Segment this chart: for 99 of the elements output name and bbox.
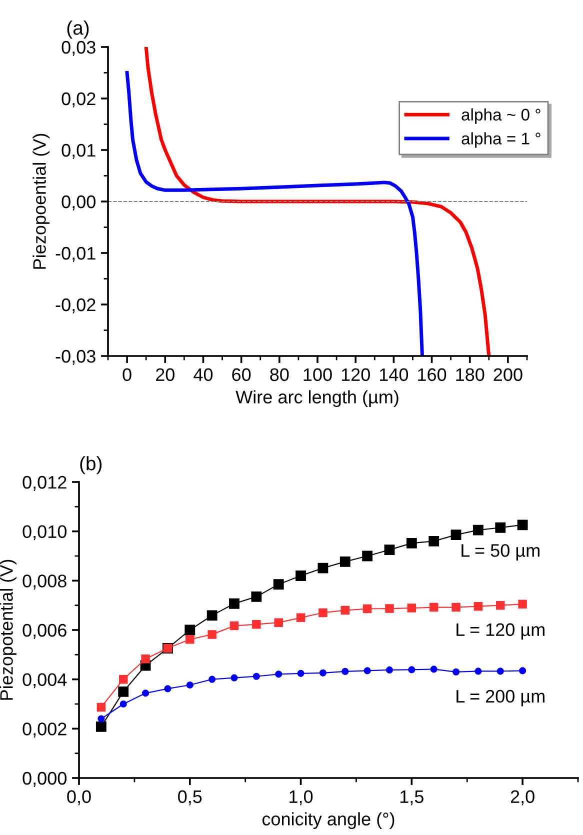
y-axis-title: Piezopotential (V) (0, 560, 16, 700)
point (142, 690, 150, 697)
point (430, 666, 438, 673)
chart-title: (a) (67, 20, 89, 39)
point (230, 674, 238, 682)
point (252, 620, 261, 629)
x-tick-label: 2,0 (510, 790, 534, 806)
point (208, 630, 216, 639)
point (296, 570, 306, 581)
y-tick-label: 0,012 (22, 476, 66, 491)
chart-title: (b) (80, 456, 102, 474)
x-tick-label: 20 (156, 368, 174, 382)
point (319, 669, 326, 676)
point (450, 530, 462, 540)
x-tick-label: 180 (456, 368, 484, 382)
point (364, 667, 371, 674)
point (386, 666, 394, 674)
y-tick-label: 0,008 (22, 574, 66, 590)
x-tick-label: 0,5 (178, 790, 202, 806)
point (519, 667, 526, 674)
point (384, 544, 395, 556)
point (297, 670, 304, 677)
x-tick-label: 80 (270, 368, 289, 382)
point (452, 602, 460, 612)
x-tick-label: 1,5 (400, 790, 424, 806)
point (118, 686, 129, 697)
x-tick-label: 1,0 (290, 790, 313, 806)
point (407, 604, 416, 612)
y-tick-label: 0,02 (62, 92, 96, 108)
point (518, 600, 527, 608)
point (496, 668, 504, 675)
x-tick-label: 40 (194, 368, 213, 382)
point (342, 668, 349, 675)
x-axis-title: Wire arc length (µm) (236, 390, 398, 408)
point (474, 602, 483, 611)
point (251, 591, 262, 602)
point (495, 522, 506, 533)
y-tick-label: -0,03 (56, 350, 96, 365)
x-axis-title: conicity angle (°) (262, 812, 394, 830)
point (318, 562, 328, 574)
series-label: L = 50 µm (462, 544, 540, 560)
point (206, 610, 218, 621)
point (164, 685, 172, 692)
series-label: L = 120 µm (456, 623, 544, 640)
point (229, 598, 240, 609)
point (230, 621, 239, 630)
point (274, 618, 283, 627)
y-axis-title: Piezopoential (V) (32, 134, 50, 269)
point (385, 604, 394, 613)
point (452, 668, 460, 676)
point (408, 666, 416, 674)
point (186, 635, 194, 644)
point (340, 606, 350, 615)
point (208, 676, 216, 683)
point (96, 721, 106, 732)
point (429, 602, 438, 612)
point (517, 520, 528, 530)
point (141, 654, 150, 664)
y-tick-label: -0,01 (56, 246, 96, 262)
point (474, 668, 482, 675)
y-tick-label: -0,02 (56, 298, 96, 314)
legend-label: alpha ~ 0 ° (462, 108, 540, 124)
point (96, 702, 106, 712)
point (186, 681, 194, 689)
point (118, 674, 128, 684)
x-tick-label: 0,0 (67, 790, 91, 806)
point (252, 672, 260, 680)
line-series (125, 71, 424, 356)
point (496, 600, 505, 610)
x-tick-label: 100 (304, 368, 332, 382)
point (406, 538, 417, 548)
point (428, 536, 440, 546)
y-tick-label: 0,006 (22, 624, 66, 639)
point (120, 700, 127, 708)
x-tick-label: 120 (342, 368, 370, 382)
point (362, 550, 373, 562)
x-tick-label: 0 (122, 368, 132, 382)
y-tick-label: 0,002 (22, 722, 66, 738)
x-tick-label: 140 (380, 368, 408, 382)
y-tick-label: 0,03 (62, 40, 96, 56)
x-tick-label: 60 (232, 368, 251, 382)
point (273, 579, 284, 590)
x-tick-label: 200 (494, 368, 522, 382)
point (98, 715, 105, 722)
y-tick-label: 0,000 (22, 772, 66, 787)
point (318, 608, 328, 618)
point (184, 624, 196, 636)
y-tick-label: 0,00 (62, 195, 96, 210)
point (472, 524, 484, 536)
point (362, 604, 372, 614)
x-tick-label: 160 (418, 368, 446, 382)
point (340, 556, 350, 567)
legend-label: alpha = 1 ° (462, 132, 540, 148)
y-tick-label: 0,010 (22, 525, 66, 540)
point (296, 613, 306, 622)
y-tick-label: 0,01 (62, 144, 96, 159)
y-tick-label: 0,004 (22, 673, 67, 688)
series-label: L = 200 µm (456, 690, 544, 706)
point (275, 670, 282, 678)
